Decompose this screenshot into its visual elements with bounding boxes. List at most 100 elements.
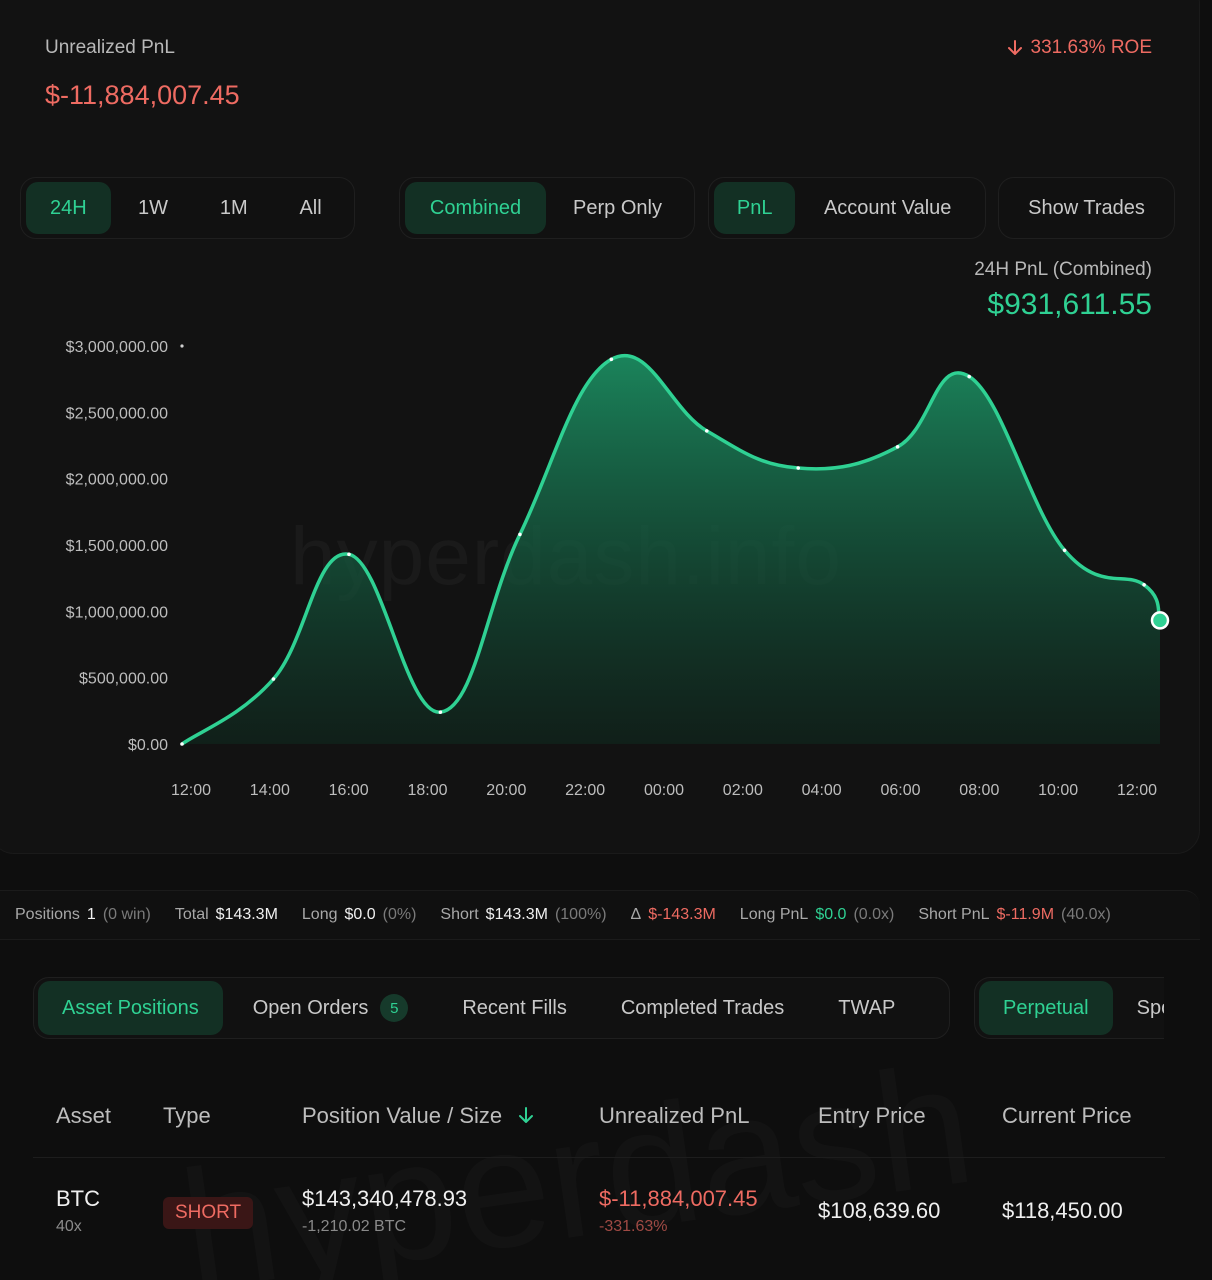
sort-desc-icon (519, 1107, 534, 1123)
col-current-price[interactable]: Current Price (1002, 1103, 1132, 1128)
stat-key: Total (174, 906, 209, 923)
positions-stats-bar: Positions 1 (0 win) Total $143.3M Long $0.0 (0%… (0, 890, 1200, 940)
stat-extra: (100%) (554, 906, 607, 923)
stat-value: $-11.9M (996, 906, 1055, 923)
pnl-chart[interactable]: $0.00 $500,000.00 $1,000,000.00 $1,500,000.… (0, 330, 1200, 810)
axis-dot (180, 344, 184, 348)
y-tick-label: $1,500,000.00 (66, 538, 168, 555)
data-point (347, 552, 351, 557)
col-position-value[interactable]: Position Value / Size (302, 1103, 534, 1129)
row-current-price: $118,450.00 (1002, 1198, 1123, 1223)
x-tick-label: 12:00 (1117, 782, 1157, 799)
row-size: -1,210.02 BTC (302, 1218, 407, 1235)
row-side-badge: SHORT (163, 1197, 254, 1229)
x-tick-label: 16:00 (329, 782, 369, 799)
stat-item: Positions 1 (0 win) (15, 906, 151, 924)
tab-open-orders-label: Open Orders (252, 996, 369, 1019)
y-tick-label: $1,000,000.00 (66, 604, 168, 621)
metric-pnl[interactable]: PnL (714, 182, 796, 234)
y-tick-label: $0.00 (128, 737, 168, 754)
stat-key: Long (301, 906, 338, 923)
show-trades-button[interactable]: Show Trades (1028, 196, 1145, 219)
col-unrealized-pnl[interactable]: Unrealized PnL (599, 1103, 750, 1128)
positions-tabs: Asset Positions Open Orders 5 Recent Fil… (33, 977, 950, 1039)
stat-key: Δ (630, 906, 642, 923)
y-tick-label: $2,000,000.00 (66, 472, 168, 489)
current-value-marker[interactable] (1150, 611, 1170, 630)
unrealized-pnl-label: Unrealized PnL (45, 37, 175, 58)
period-pnl-title: 24H PnL (Combined) (974, 259, 1152, 280)
range-24h[interactable]: 24H (26, 182, 111, 234)
data-points (180, 357, 1170, 746)
open-orders-count-badge: 5 (380, 994, 409, 1022)
stat-item: Short PnL $-11.9M (40.0x) (918, 906, 1110, 924)
roe-value: 331.63% ROE (1030, 37, 1152, 58)
arrow-down-icon (1007, 40, 1022, 55)
tab-recent-fills[interactable]: Recent Fills (462, 996, 567, 1019)
range-all[interactable]: All (299, 196, 322, 219)
metric-selector: PnL Account Value (708, 177, 986, 239)
tab-asset-positions[interactable]: Asset Positions (38, 981, 223, 1035)
tab-perpetual[interactable]: Perpetual (979, 981, 1113, 1035)
tab-spot[interactable]: Spot (1136, 996, 1164, 1019)
data-point (1062, 548, 1067, 553)
range-1w[interactable]: 1W (138, 196, 169, 219)
x-tick-label: 22:00 (565, 782, 605, 799)
stat-item: Δ $-143.3M (631, 906, 716, 924)
col-asset[interactable]: Asset (56, 1103, 112, 1128)
stat-value: $143.3M (485, 906, 548, 923)
stat-key: Long PnL (739, 906, 809, 923)
pnl-area (182, 355, 1160, 744)
unrealized-pnl-value: $-11,884,007.45 (45, 80, 240, 110)
x-tick-label: 12:00 (171, 782, 211, 799)
stat-key: Short (440, 906, 479, 923)
table-divider (33, 1157, 1165, 1158)
stat-key: Short PnL (918, 906, 990, 923)
stat-value: $0.0 (815, 906, 847, 923)
y-axis: $0.00 $500,000.00 $1,000,000.00 $1,500,000.… (66, 339, 184, 754)
data-point (271, 677, 276, 681)
data-point (895, 445, 900, 449)
market-type-tabs: Perpetual Spot (974, 977, 1164, 1039)
row-entry-price: $108,639.60 (818, 1198, 941, 1223)
x-tick-label: 18:00 (407, 782, 447, 799)
stat-item: Long PnL $0.0 (0.0x) (740, 906, 895, 924)
range-1m[interactable]: 1M (219, 196, 248, 219)
data-point (438, 710, 443, 714)
stat-extra: (40.0x) (1061, 906, 1111, 923)
tab-twap[interactable]: TWAP (838, 996, 896, 1019)
row-position-value: $143,340,478.93 (302, 1186, 468, 1211)
tab-completed-trades[interactable]: Completed Trades (620, 996, 785, 1019)
col-position-value-label: Position Value / Size (302, 1103, 503, 1128)
stat-item: Total $143.3M (175, 906, 278, 924)
watermark-bottom: hyperdash (170, 1026, 983, 1280)
row-leverage: 40x (56, 1218, 82, 1235)
x-tick-label: 14:00 (250, 782, 290, 799)
data-point (1142, 583, 1146, 587)
data-point (967, 374, 971, 379)
scope-perp-only[interactable]: Perp Only (573, 196, 662, 219)
row-asset[interactable]: BTC (56, 1186, 100, 1211)
stat-extra: (0%) (382, 906, 417, 923)
metric-account-value[interactable]: Account Value (823, 196, 952, 219)
x-tick-label: 04:00 (802, 782, 842, 799)
stat-extra: (0 win) (102, 906, 151, 923)
roe-indicator: 331.63% ROE (1007, 37, 1152, 59)
x-tick-label: 10:00 (1038, 782, 1078, 799)
data-point (609, 357, 614, 362)
data-point (180, 742, 184, 746)
scope-selector: Combined Perp Only (399, 177, 695, 239)
x-tick-label: 00:00 (644, 782, 684, 799)
data-point (704, 429, 709, 433)
stat-extra: (0.0x) (853, 906, 895, 923)
col-entry-price[interactable]: Entry Price (818, 1103, 926, 1128)
tab-open-orders[interactable]: Open Orders 5 (229, 981, 433, 1035)
col-type[interactable]: Type (163, 1103, 211, 1128)
scope-combined[interactable]: Combined (405, 182, 546, 234)
stat-value: 1 (86, 906, 96, 923)
stat-value: $-143.3M (648, 906, 716, 923)
y-tick-label: $500,000.00 (79, 671, 168, 688)
x-tick-label: 20:00 (486, 782, 526, 799)
row-unrealized-pct: -331.63% (599, 1218, 668, 1235)
stat-item: Long $0.0 (0%) (302, 906, 417, 924)
